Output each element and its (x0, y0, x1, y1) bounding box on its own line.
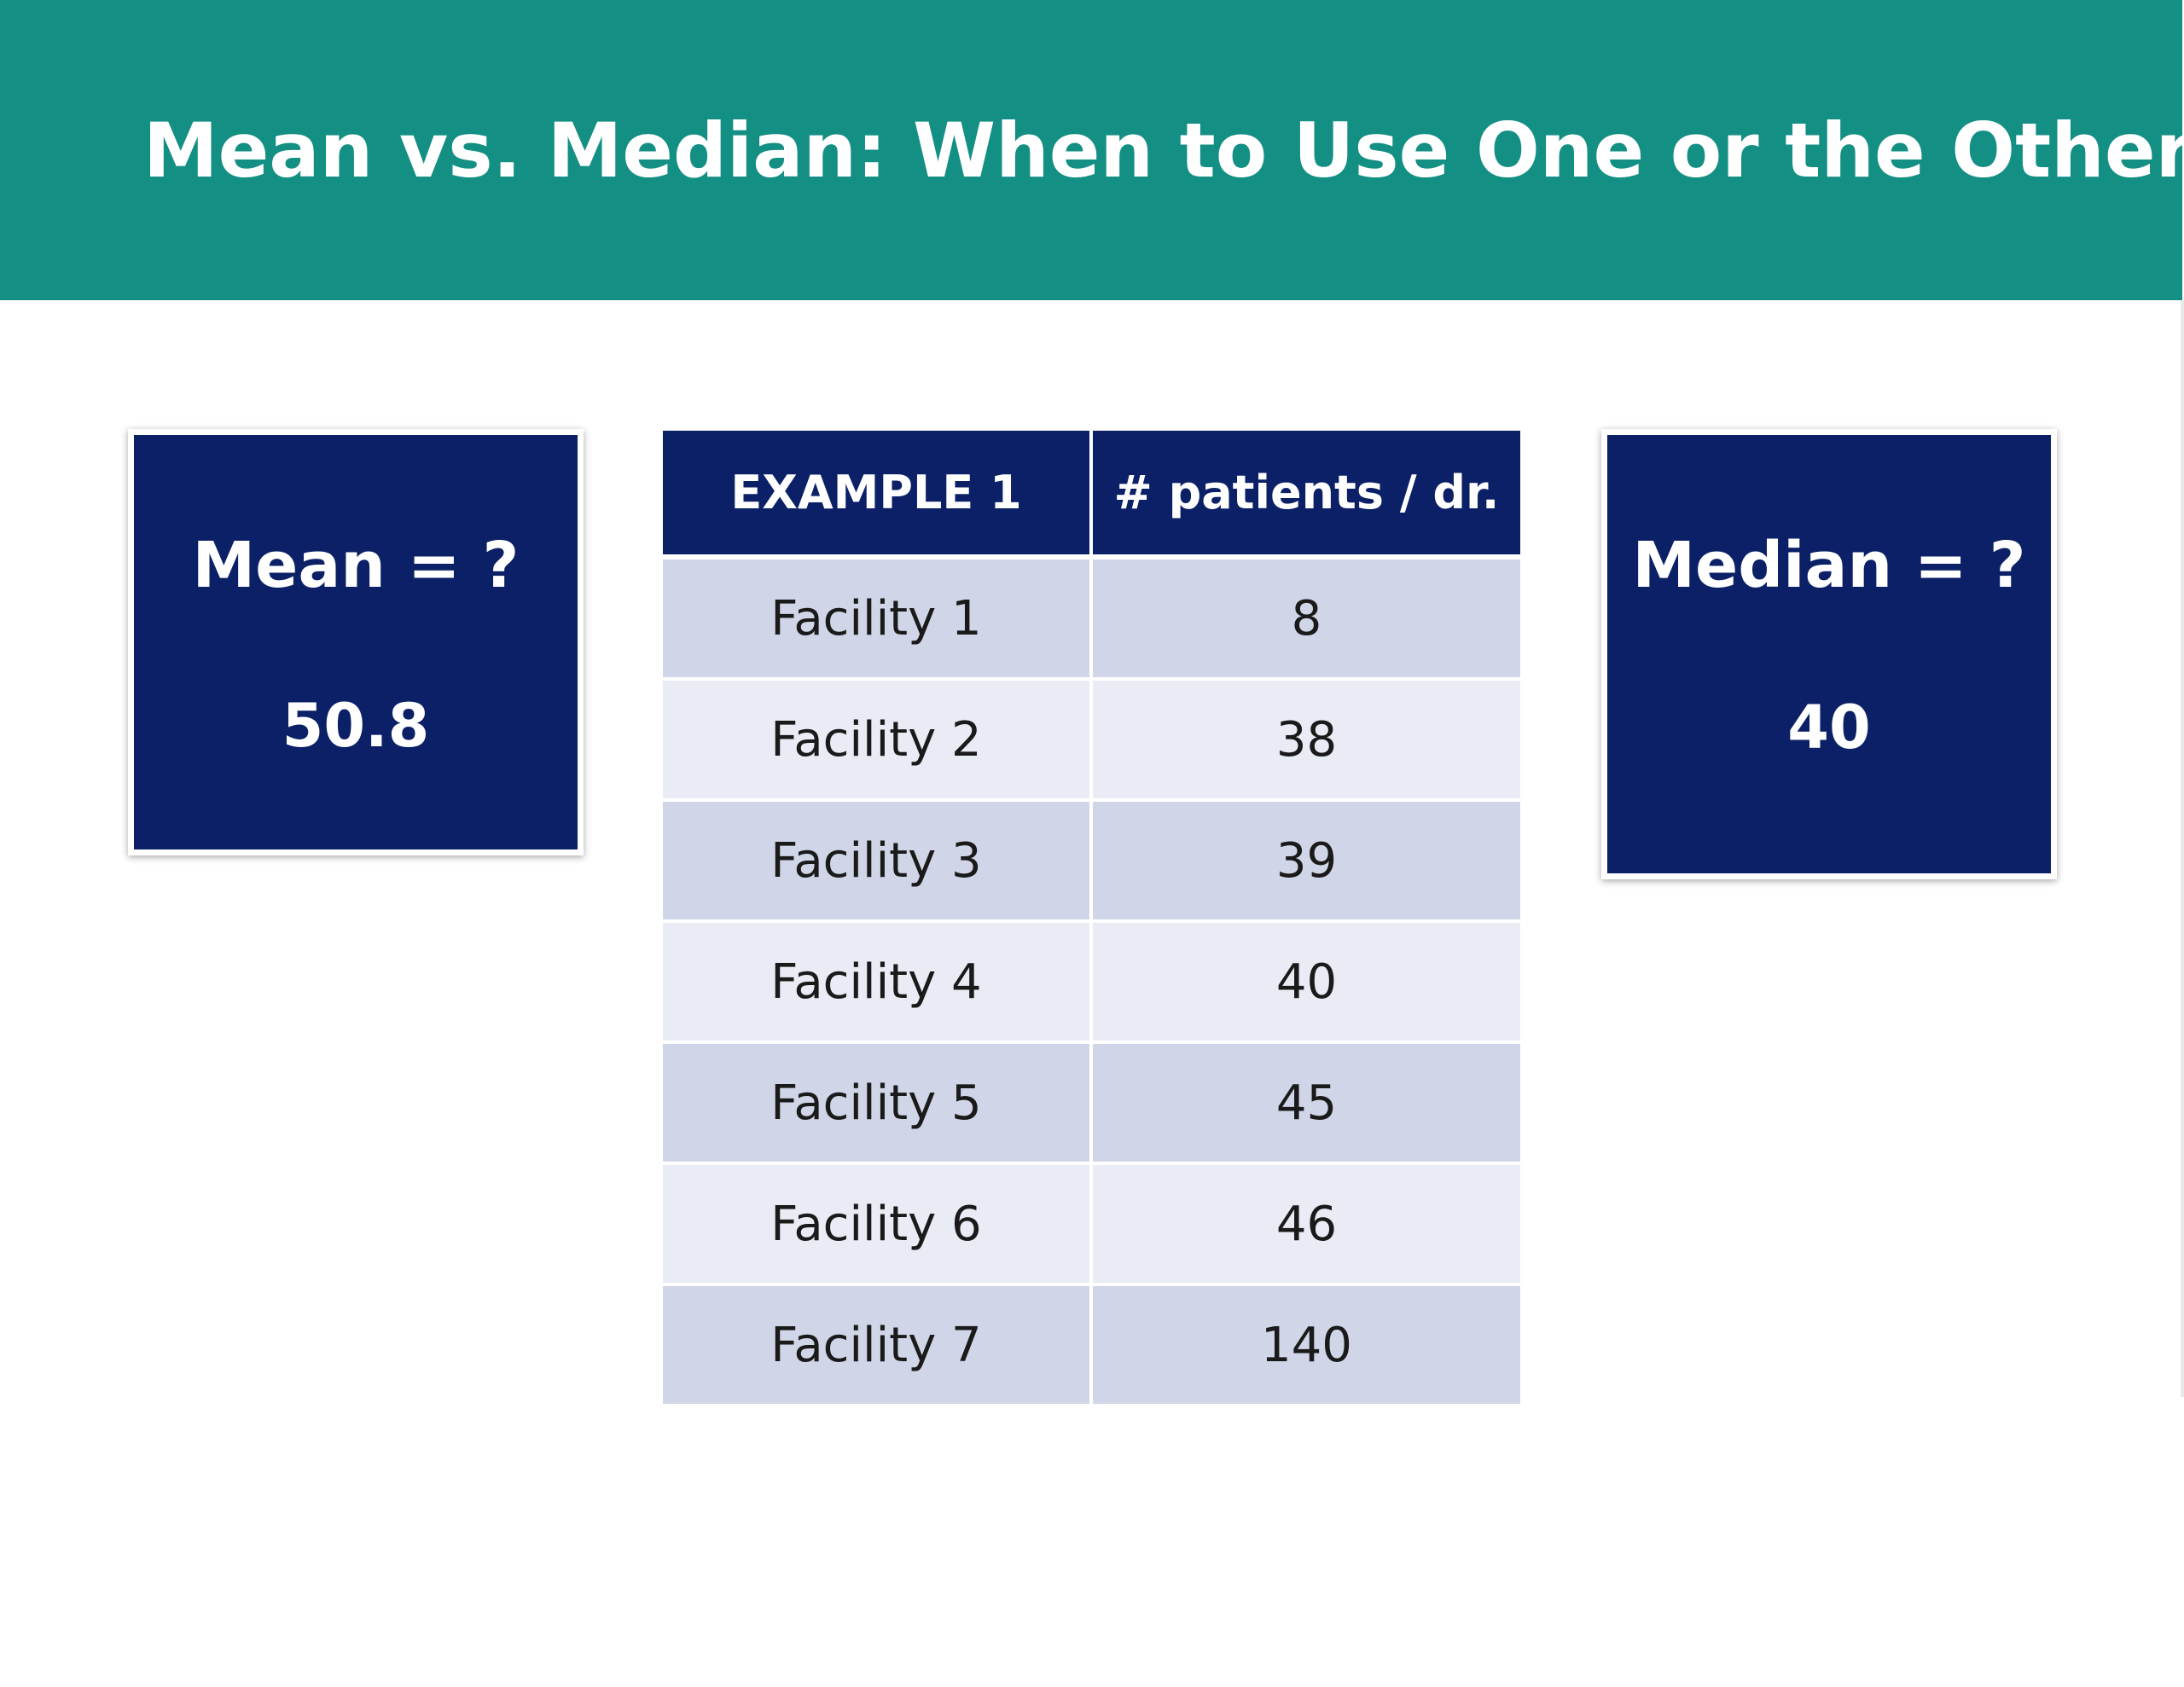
table-row: Facility 3 39 (663, 800, 1520, 923)
median-label: Median = ? (1632, 529, 2026, 602)
table-row: Facility 1 8 (663, 557, 1520, 681)
table-row: Facility 7 140 (663, 1284, 1520, 1407)
table-header-row: EXAMPLE 1 # patients / dr. (663, 431, 1520, 559)
table-row: Facility 2 38 (663, 679, 1520, 802)
table-row: Facility 4 40 (663, 921, 1520, 1044)
facility-cell: Facility 3 (663, 800, 1093, 923)
mean-label: Mean = ? (192, 529, 520, 602)
header-patients-per-dr: # patients / dr. (1091, 431, 1520, 559)
facility-cell: Facility 6 (663, 1163, 1093, 1286)
mean-value: 50.8 (282, 691, 430, 761)
facility-cell: Facility 5 (663, 1042, 1093, 1165)
facility-cell: Facility 1 (663, 557, 1093, 681)
patients-cell: 140 (1091, 1284, 1520, 1407)
header-example: EXAMPLE 1 (663, 431, 1093, 559)
slide-edge (2181, 300, 2184, 1397)
facility-cell: Facility 7 (663, 1284, 1093, 1407)
facility-table: EXAMPLE 1 # patients / dr. Facility 1 8 … (663, 431, 1520, 1407)
patients-cell: 38 (1091, 679, 1520, 802)
median-value: 40 (1787, 693, 1871, 762)
patients-cell: 39 (1091, 800, 1520, 923)
table-row: Facility 5 45 (663, 1042, 1520, 1165)
facility-cell: Facility 4 (663, 921, 1093, 1044)
patients-cell: 8 (1091, 557, 1520, 681)
slide-title: Mean vs. Median: When to Use One or the … (143, 107, 2184, 194)
patients-cell: 45 (1091, 1042, 1520, 1165)
title-bar: Mean vs. Median: When to Use One or the … (0, 0, 2184, 300)
facility-cell: Facility 2 (663, 679, 1093, 802)
patients-cell: 40 (1091, 921, 1520, 1044)
median-box: Median = ? 40 (1601, 429, 2057, 879)
table-row: Facility 6 46 (663, 1163, 1520, 1286)
mean-box: Mean = ? 50.8 (128, 429, 584, 855)
patients-cell: 46 (1091, 1163, 1520, 1286)
